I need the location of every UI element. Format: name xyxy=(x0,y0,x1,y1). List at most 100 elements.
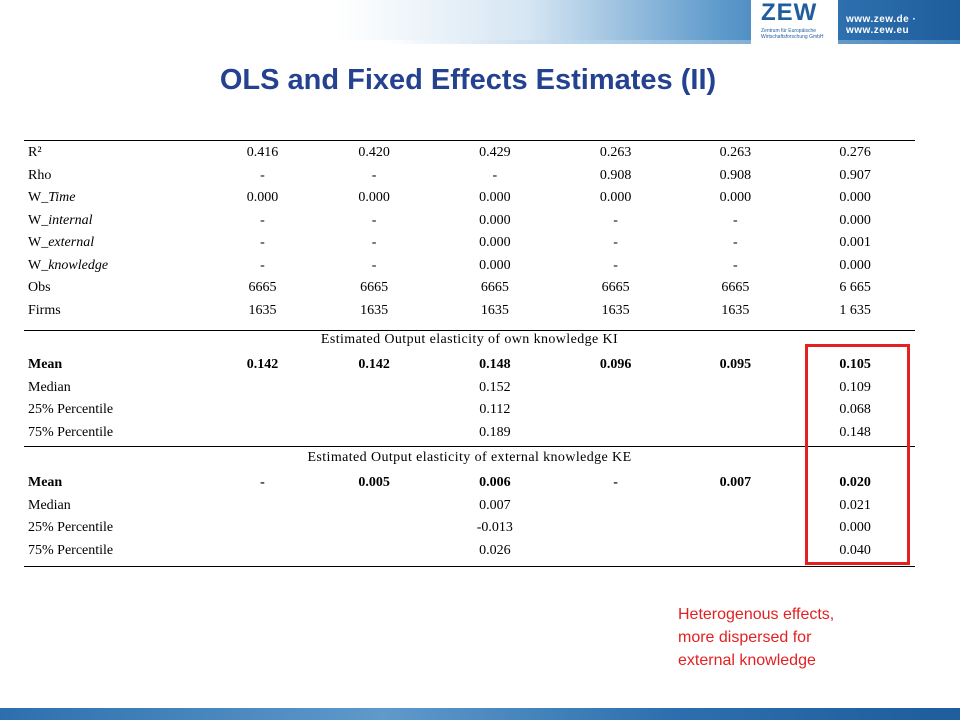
cell xyxy=(314,377,434,400)
table-row: Firms 1635 1635 1635 1635 1635 1 635 xyxy=(24,300,915,323)
cell: - xyxy=(260,257,265,273)
cell: 1635 xyxy=(480,302,509,318)
cell: - xyxy=(260,167,265,183)
table-row: W_internal - - 0.000 - - 0.000 xyxy=(24,210,915,233)
annotation-note: Heterogenous effects, more dispersed for… xyxy=(678,603,938,672)
cell: 0.908 xyxy=(719,167,752,183)
cell: 0.416 xyxy=(246,145,279,161)
cell xyxy=(314,422,434,445)
cell: 0.109 xyxy=(839,379,871,395)
row-label: W_Time xyxy=(24,187,211,210)
cell xyxy=(675,422,795,445)
cell xyxy=(211,422,315,445)
table-row: W_Time 0.000 0.000 0.000 0.000 0.000 0.0… xyxy=(24,187,915,210)
label-prefix: W_ xyxy=(28,212,49,228)
table-row: W_knowledge - - 0.000 - - 0.000 xyxy=(24,255,915,278)
cell: 0.001 xyxy=(839,235,871,251)
row-label: W_knowledge xyxy=(24,255,211,278)
label-italic: internal xyxy=(48,212,93,228)
row-label: Rho xyxy=(28,167,52,183)
table-row: Obs 6665 6665 6665 6665 6665 6 665 xyxy=(24,277,915,300)
table-row: 75% Percentile 0.189 0.148 xyxy=(24,422,915,445)
row-label: 75% Percentile xyxy=(28,424,114,440)
cell: 0.095 xyxy=(719,357,752,373)
label-italic: external xyxy=(48,235,95,251)
row-label: Median xyxy=(28,379,71,395)
row-label: Mean xyxy=(28,475,63,491)
cell xyxy=(556,517,676,540)
cell xyxy=(675,495,795,518)
cell: 0.189 xyxy=(479,424,511,440)
cell xyxy=(675,399,795,422)
cell: 0.005 xyxy=(358,475,390,491)
cell: 6665 xyxy=(360,280,389,296)
cell: - xyxy=(732,212,738,228)
table-row: 25% Percentile -0.013 0.000 xyxy=(24,517,915,540)
cell xyxy=(211,377,315,400)
cell: 0.000 xyxy=(479,190,511,206)
table-row: Mean - 0.005 0.006 - 0.007 0.020 xyxy=(24,472,915,495)
cell: - xyxy=(260,212,265,228)
cell: 0.006 xyxy=(479,475,511,491)
cell: 1635 xyxy=(721,302,750,318)
cell: - xyxy=(371,167,377,183)
cell: 0.000 xyxy=(839,190,871,206)
cell xyxy=(211,495,315,518)
cell: 6665 xyxy=(248,280,277,296)
cell: 0.007 xyxy=(479,497,511,513)
logo-subtitle: Zentrum für Europäische Wirtschaftsforsc… xyxy=(761,28,824,40)
table-row: Median 0.007 0.021 xyxy=(24,495,915,518)
label-italic: knowledge xyxy=(48,257,109,273)
table-row: Rho - - - 0.908 0.908 0.907 xyxy=(24,165,915,188)
cell: 0.000 xyxy=(839,520,871,536)
cell: 0.026 xyxy=(479,542,511,558)
cell: 0.263 xyxy=(599,145,632,161)
table-row: Mean 0.142 0.142 0.148 0.096 0.095 0.105 xyxy=(24,354,915,377)
row-label: Obs xyxy=(28,280,51,296)
cell: 0.000 xyxy=(599,190,632,206)
row-label: R² xyxy=(28,145,42,161)
cell: 0.000 xyxy=(839,257,871,273)
cell: 0.429 xyxy=(479,145,511,161)
section-rule-ki xyxy=(24,330,915,331)
cell: 0.000 xyxy=(358,190,390,206)
note-line: more dispersed for xyxy=(678,629,812,646)
footer-band xyxy=(0,708,960,720)
table-row: 25% Percentile 0.112 0.068 xyxy=(24,399,915,422)
cell: 0.068 xyxy=(839,402,871,418)
cell: 0.000 xyxy=(479,235,511,251)
cell xyxy=(211,399,315,422)
cell: 0.112 xyxy=(479,402,511,418)
highlight-box xyxy=(805,344,910,565)
cell xyxy=(314,495,434,518)
cell: - xyxy=(371,257,377,273)
label-prefix: W_ xyxy=(28,235,49,251)
slide-title: OLS and Fixed Effects Estimates (II) xyxy=(219,64,717,96)
stats-block: R² 0.416 0.420 0.429 0.263 0.263 0.276 R… xyxy=(24,142,915,322)
cell xyxy=(556,540,676,563)
cell: 0.021 xyxy=(839,497,871,513)
note-line: Heterogenous effects, xyxy=(678,606,835,623)
table-row: W_external - - 0.000 - - 0.001 xyxy=(24,232,915,255)
cell: - xyxy=(613,475,618,491)
cell: 0.152 xyxy=(479,379,511,395)
cell: - xyxy=(613,257,618,273)
cell: 1635 xyxy=(601,302,630,318)
row-label: Firms xyxy=(28,302,61,318)
cell: 6665 xyxy=(601,280,630,296)
cell: 0.007 xyxy=(719,475,752,491)
note-line: external knowledge xyxy=(678,652,816,669)
cell: 0.420 xyxy=(358,145,390,161)
row-label: 25% Percentile xyxy=(28,402,114,418)
table-bottom-rule xyxy=(24,566,915,567)
zew-logo: ZEW Zentrum für Europäische Wirtschaftsf… xyxy=(751,0,838,44)
label-prefix: W_ xyxy=(28,257,49,273)
cell xyxy=(675,377,795,400)
cell xyxy=(314,540,434,563)
cell: 0.020 xyxy=(839,475,871,491)
cell: 1 635 xyxy=(839,302,871,318)
cell: 0.907 xyxy=(839,167,871,183)
ke-block: Mean - 0.005 0.006 - 0.007 0.020 Median … xyxy=(24,472,915,562)
cell: - xyxy=(732,235,738,251)
row-label: Median xyxy=(28,497,71,513)
